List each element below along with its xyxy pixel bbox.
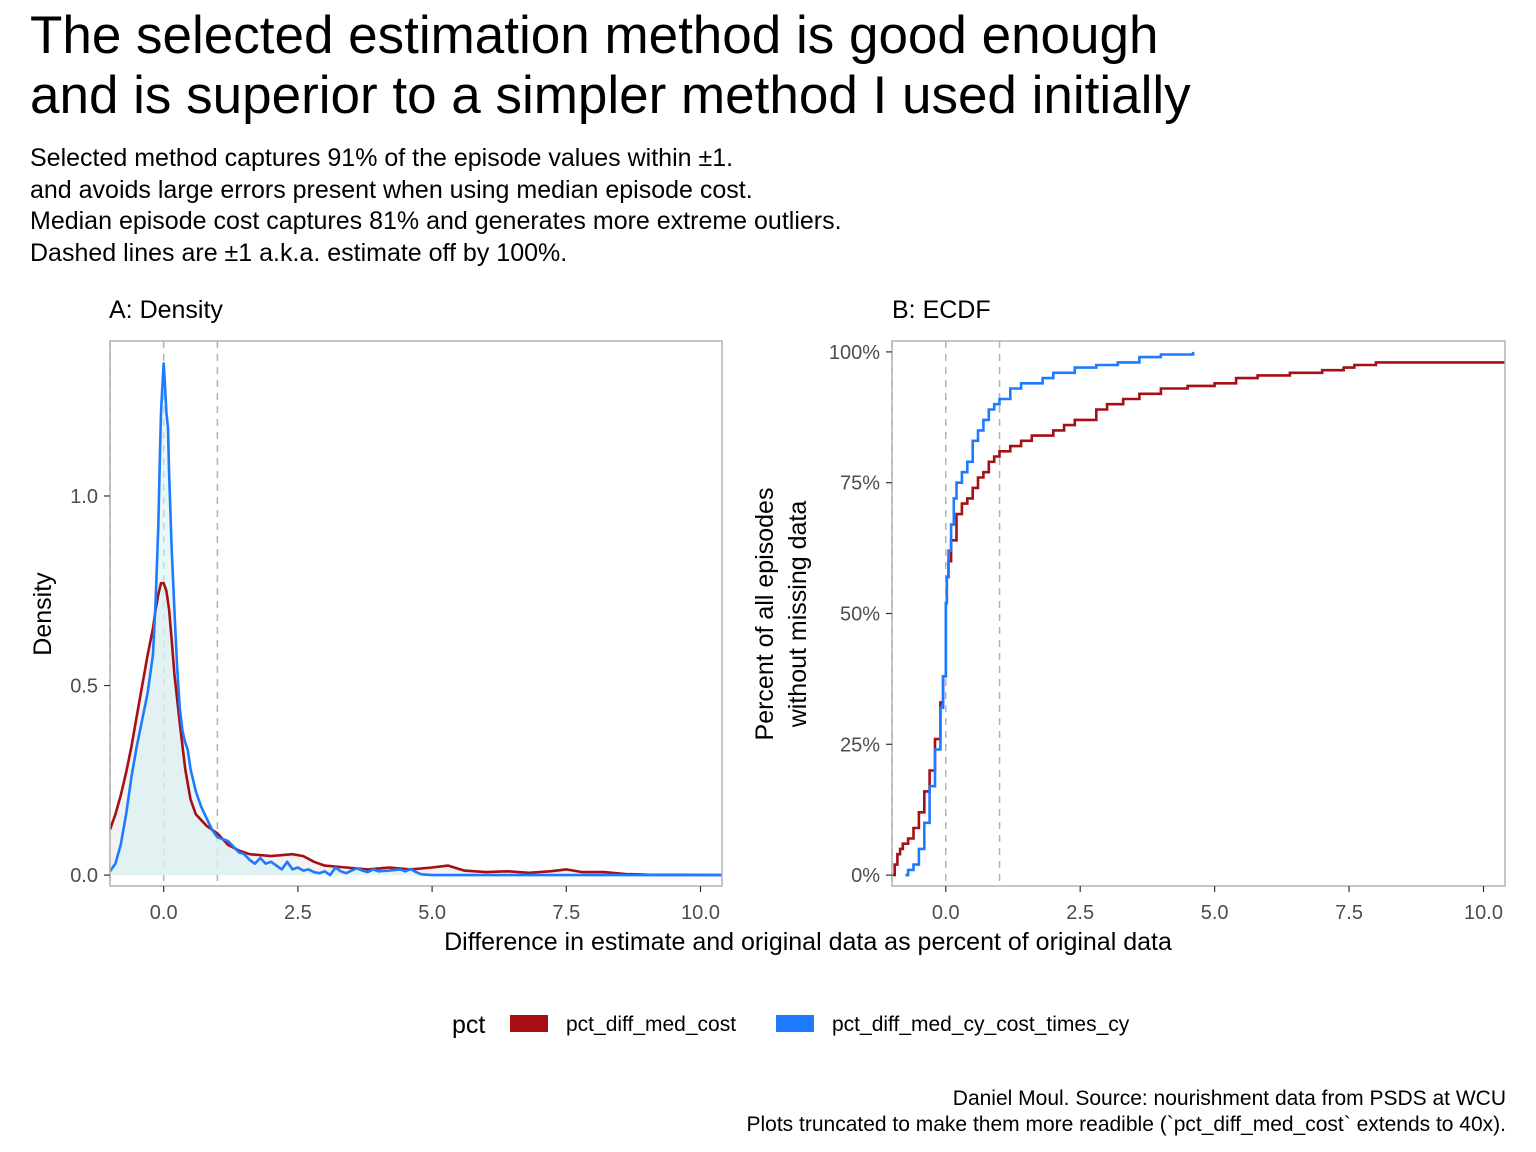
panel-a-y-ticks: 0.0 0.5 1.0 [70,486,110,887]
panel-b-series-lines [892,351,1505,877]
caption-line-2: Plots truncated to make them more readib… [746,1113,1507,1136]
panel-b-x-tick-label: 0.0 [932,902,960,924]
legend-label-cy-cost: pct_diff_med_cy_cost_times_cy [832,1013,1130,1036]
density-line-cy-cost [108,362,722,877]
panel-b-x-tick-label: 10.0 [1464,902,1503,924]
panel-a-x-tick-label: 10.0 [681,902,720,924]
chart-title: The selected estimation method is good e… [30,6,1510,126]
legend-swatch-med-cost [510,1015,548,1032]
panel-b-y-tick-label: 50% [840,604,880,626]
panel-b-y-tick-label: 100% [829,342,880,364]
panel-a-border [109,340,723,887]
legend: pct pct_diff_med_cost pct_diff_med_cy_co… [452,1011,1130,1039]
chart-title-line-1: The selected estimation method is good e… [30,6,1159,65]
panel-b-x-tick-label: 5.0 [1201,902,1229,924]
chart-subtitle: Selected method captures 91% of the epis… [30,143,1510,269]
panel-a-area-fills [110,363,722,876]
panel-a-ylabel: Density [29,572,57,656]
panel-a-y-tick-label: 1.0 [70,486,98,508]
legend-label-med-cost: pct_diff_med_cost [566,1013,736,1036]
panel-b-x-ticks: 0.0 2.5 5.0 7.5 10.0 [932,886,1503,924]
panel-a-title: A: Density [109,296,223,324]
panel-b-y-tick-label: 0% [851,865,880,887]
shared-x-axis-label: Difference in estimate and original data… [444,928,1172,956]
panel-a-x-ticks: 0.0 2.5 5.0 7.5 10.0 [150,886,720,924]
ecdf-line-med-cost [892,361,1505,877]
panel-a-x-tick-label: 2.5 [284,902,312,924]
density-area-cy-cost [110,363,722,876]
panel-b-x-tick-label: 7.5 [1335,902,1363,924]
panel-a-x-tick-label: 5.0 [418,902,446,924]
legend-swatch-cy-cost [776,1015,814,1032]
panel-b-x-tick-label: 2.5 [1066,902,1094,924]
panel-a-x-tick-label: 7.5 [552,902,580,924]
chart-title-line-2: and is superior to a simpler method I us… [30,66,1191,125]
panel-b-y-ticks: 0% 25% 50% 75% 100% [829,342,892,887]
ecdf-line-cy-cost [905,351,1195,877]
caption-line-1: Daniel Moul. Source: nourishment data fr… [952,1087,1506,1110]
ecdf-panel: B: ECDF Percent of all episodes without … [751,296,1506,924]
subtitle-line-4: Dashed lines are ±1 a.k.a. estimate off … [30,238,568,267]
legend-title: pct [452,1011,485,1039]
panel-a-y-tick-label: 0.5 [70,676,98,698]
panel-a-x-tick-label: 0.0 [150,902,178,924]
chart-caption: Daniel Moul. Source: nourishment data fr… [747,1086,1507,1138]
panel-b-y-tick-label: 75% [840,473,880,495]
panel-b-title: B: ECDF [892,296,991,324]
subtitle-line-3: Median episode cost captures 81% and gen… [30,207,842,235]
subtitle-line-1: Selected method captures 91% of the epis… [30,144,734,172]
subtitle-line-2: and avoids large errors present when usi… [30,175,753,204]
panel-b-ylabel-line-2: without missing data [784,501,812,729]
panel-b-ylabel-line-1: Percent of all episodes [751,488,779,741]
panel-b-y-tick-label: 25% [840,734,880,756]
panel-a-series-lines [108,362,723,877]
density-panel: A: Density Density 0.0 2.5 5.0 7.5 10.0 0.00… [29,296,723,924]
panel-a-y-tick-label: 0.0 [70,865,98,887]
